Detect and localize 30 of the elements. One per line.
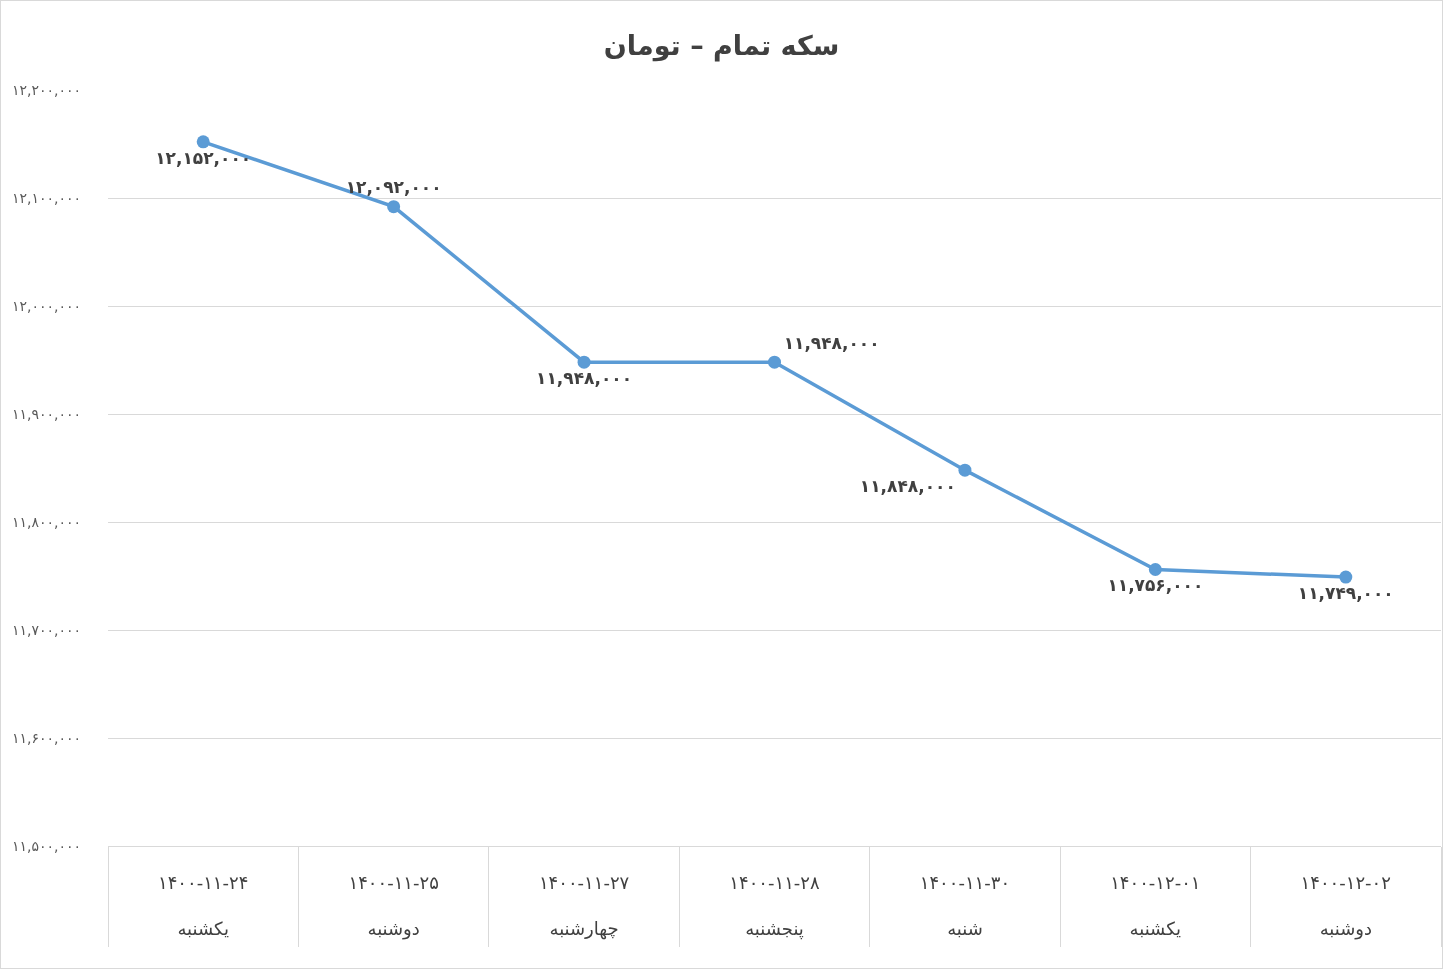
point (387, 200, 401, 214)
category-label: ۱۴۰۰-۱۱-۲۸ پنجشنبه (729, 871, 820, 940)
data-label: ۱۱,۷۵۶,۰۰۰ (1107, 575, 1204, 596)
category-label: ۱۴۰۰-۱۱-۲۷ چهارشنبه (538, 871, 630, 940)
data-label: ۱۱,۷۴۹,۰۰۰ (1297, 582, 1394, 603)
category-label: ۱۴۰۰-۱۱-۲۴ یکشنبه (158, 871, 249, 940)
y-tick-label: ۱۱,۵۰۰,۰۰۰ (11, 837, 81, 854)
y-tick-label: ۱۲,۰۰۰,۰۰۰ (11, 297, 81, 314)
point (1339, 570, 1353, 584)
y-tick-label: ۱۱,۹۰۰,۰۰۰ (11, 405, 81, 422)
y-tick-label: ۱۱,۶۰۰,۰۰۰ (11, 729, 81, 746)
y-tick-label: ۱۲,۲۰۰,۰۰۰ (11, 81, 81, 98)
y-tick-label: ۱۱,۷۰۰,۰۰۰ (11, 621, 81, 638)
point (1148, 563, 1162, 577)
data-label: ۱۱,۸۴۸,۰۰۰ (859, 476, 956, 497)
point (577, 355, 591, 369)
point (958, 463, 972, 477)
category-label: ۱۴۰۰-۱۲-۰۲ دوشنبه (1300, 871, 1391, 940)
category-label: ۱۴۰۰-۱۱-۳۰ شنبه (919, 871, 1011, 940)
data-label: ۱۲,۱۵۲,۰۰۰ (155, 147, 252, 168)
category-label: ۱۴۰۰-۱۲-۰۱ یکشنبه (1110, 871, 1201, 940)
data-label: ۱۱,۹۴۸,۰۰۰ (783, 332, 880, 353)
chart-title: سکه تمام – تومان (603, 30, 840, 63)
category-label: ۱۴۰۰-۱۱-۲۵ دوشنبه (348, 871, 439, 940)
y-tick-label: ۱۱,۸۰۰,۰۰۰ (11, 513, 81, 530)
data-label: ۱۱,۹۴۸,۰۰۰ (536, 368, 633, 389)
point (196, 135, 210, 149)
data-label: ۱۲,۰۹۲,۰۰۰ (345, 177, 442, 198)
point (768, 355, 781, 369)
y-tick-label: ۱۲,۱۰۰,۰۰۰ (11, 189, 81, 206)
